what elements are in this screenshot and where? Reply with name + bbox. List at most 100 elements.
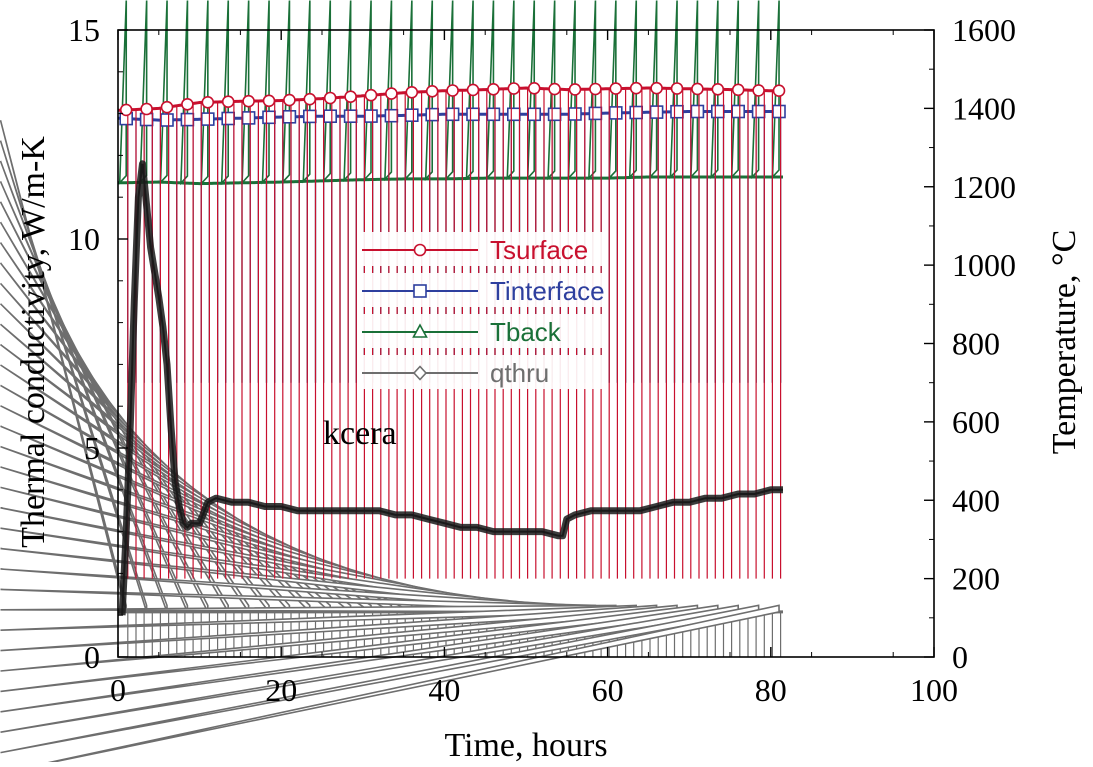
point-tsurface	[772, 84, 786, 97]
point-tinterface	[506, 107, 521, 122]
point-tinterface	[425, 107, 440, 122]
point-tinterface	[710, 104, 725, 119]
line-kcera-core	[121, 163, 783, 616]
y-right-tick-label: 1600	[952, 12, 1016, 48]
legend-label: Tinterface	[490, 276, 605, 306]
point-tinterface	[323, 109, 338, 123]
point-tsurface	[711, 83, 725, 96]
legend-label: qthru	[490, 358, 549, 388]
point-tsurface	[589, 82, 602, 96]
point-tback	[282, 0, 291, 184]
point-tsurface	[548, 82, 561, 96]
point-tback	[261, 0, 270, 185]
point-tsurface	[181, 98, 194, 111]
point-tinterface	[364, 109, 378, 123]
point-tsurface	[364, 88, 378, 102]
point-tinterface	[302, 109, 317, 124]
legend-swatch-marker	[413, 284, 427, 298]
point-tsurface	[568, 83, 582, 96]
point-tinterface	[670, 104, 684, 119]
y-right-tick-label: 200	[952, 561, 1000, 597]
x-tick-label: 80	[755, 672, 787, 708]
point-tback	[343, 0, 352, 183]
point-tinterface	[547, 107, 562, 122]
y-left-tick-label: 10	[68, 221, 100, 257]
point-tsurface	[405, 86, 419, 99]
point-tsurface	[119, 103, 133, 117]
y-right-tick-label: 1200	[952, 169, 1016, 205]
point-tinterface	[649, 105, 664, 119]
point-tback	[241, 0, 250, 185]
x-axis-title: Time, hours	[444, 727, 607, 762]
point-tsurface	[691, 82, 704, 96]
point-tinterface	[608, 106, 623, 120]
y-left-tick-label: 5	[84, 430, 100, 466]
point-tback	[220, 0, 230, 186]
y-left-tick-label: 0	[84, 639, 100, 675]
point-tsurface	[242, 94, 255, 108]
point-tsurface	[752, 84, 765, 97]
x-tick-label: 0	[110, 672, 126, 708]
point-tinterface	[201, 112, 215, 126]
line-tback	[118, 175, 783, 186]
point-tinterface	[282, 110, 297, 124]
point-tsurface	[425, 85, 439, 98]
y-right-tick-label: 0	[952, 639, 968, 675]
point-tsurface	[466, 83, 480, 97]
point-tsurface	[385, 87, 398, 100]
point-tback	[200, 0, 209, 186]
legend-item-tinterface: Tinterface	[358, 273, 608, 307]
point-tinterface	[731, 104, 746, 119]
point-tsurface	[629, 81, 643, 95]
point-tinterface	[466, 107, 480, 122]
point-tinterface	[629, 105, 644, 120]
point-qthru	[24, 604, 780, 767]
point-tinterface	[180, 112, 195, 127]
point-tsurface	[446, 84, 459, 97]
point-tsurface	[160, 100, 174, 114]
legend-label: Tback	[490, 317, 562, 347]
point-tsurface	[507, 82, 521, 95]
point-tsurface	[221, 95, 235, 108]
y-axis-title-left: Thermal conductivity, W/m-K	[15, 136, 52, 548]
point-tsurface	[731, 83, 745, 97]
y-axis-title-right: Temperature, °C	[1046, 230, 1083, 455]
point-tinterface	[384, 108, 399, 123]
x-tick-label: 100	[910, 672, 958, 708]
point-tsurface	[344, 90, 357, 103]
point-tsurface	[303, 92, 317, 106]
legend-swatch-marker	[413, 243, 427, 257]
point-tinterface	[568, 107, 582, 121]
y-right-tick-label: 800	[952, 326, 1000, 362]
point-tback	[180, 0, 189, 186]
point-tback	[322, 0, 332, 183]
point-tinterface	[221, 111, 235, 126]
point-tinterface	[690, 104, 705, 119]
annotation-kcera: kcera	[323, 415, 397, 452]
point-tsurface	[609, 82, 623, 95]
x-tick-label: 60	[592, 672, 624, 708]
point-tsurface	[323, 91, 337, 105]
y-right-tick-label: 400	[952, 482, 1000, 518]
point-tsurface	[140, 102, 153, 116]
point-tinterface	[160, 113, 174, 127]
point-tinterface	[527, 107, 542, 122]
point-tsurface	[650, 81, 663, 95]
axes-group: 0 20 40 60 80 1000510150200400600800100012001…	[68, 12, 1016, 708]
point-tsurface	[487, 83, 500, 96]
point-tsurface	[262, 94, 276, 108]
point-tback	[159, 0, 168, 185]
point-tinterface	[588, 106, 603, 121]
y-right-tick-label: 600	[952, 404, 1000, 440]
point-tinterface	[486, 107, 501, 122]
legend-swatch-marker	[412, 323, 428, 338]
series-kcera	[118, 160, 783, 616]
point-tinterface	[404, 108, 419, 122]
point-tsurface	[283, 93, 296, 107]
legend-item-tback: Tback	[358, 314, 608, 348]
legend: Tsurface Tinterface Tback qthru	[358, 232, 608, 389]
legend-item-tsurface: Tsurface	[358, 232, 608, 266]
x-tick-label: 40	[428, 672, 460, 708]
